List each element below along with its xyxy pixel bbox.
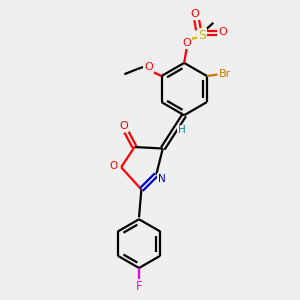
Text: O: O [218,27,227,37]
Text: Br: Br [218,69,231,79]
Text: N: N [158,174,166,184]
Text: O: O [144,62,153,72]
Text: O: O [183,38,191,48]
Text: O: O [190,10,199,20]
Text: H: H [178,125,186,135]
Text: S: S [198,29,206,42]
Text: O: O [110,161,118,171]
Text: F: F [136,280,142,293]
Text: O: O [119,121,128,130]
